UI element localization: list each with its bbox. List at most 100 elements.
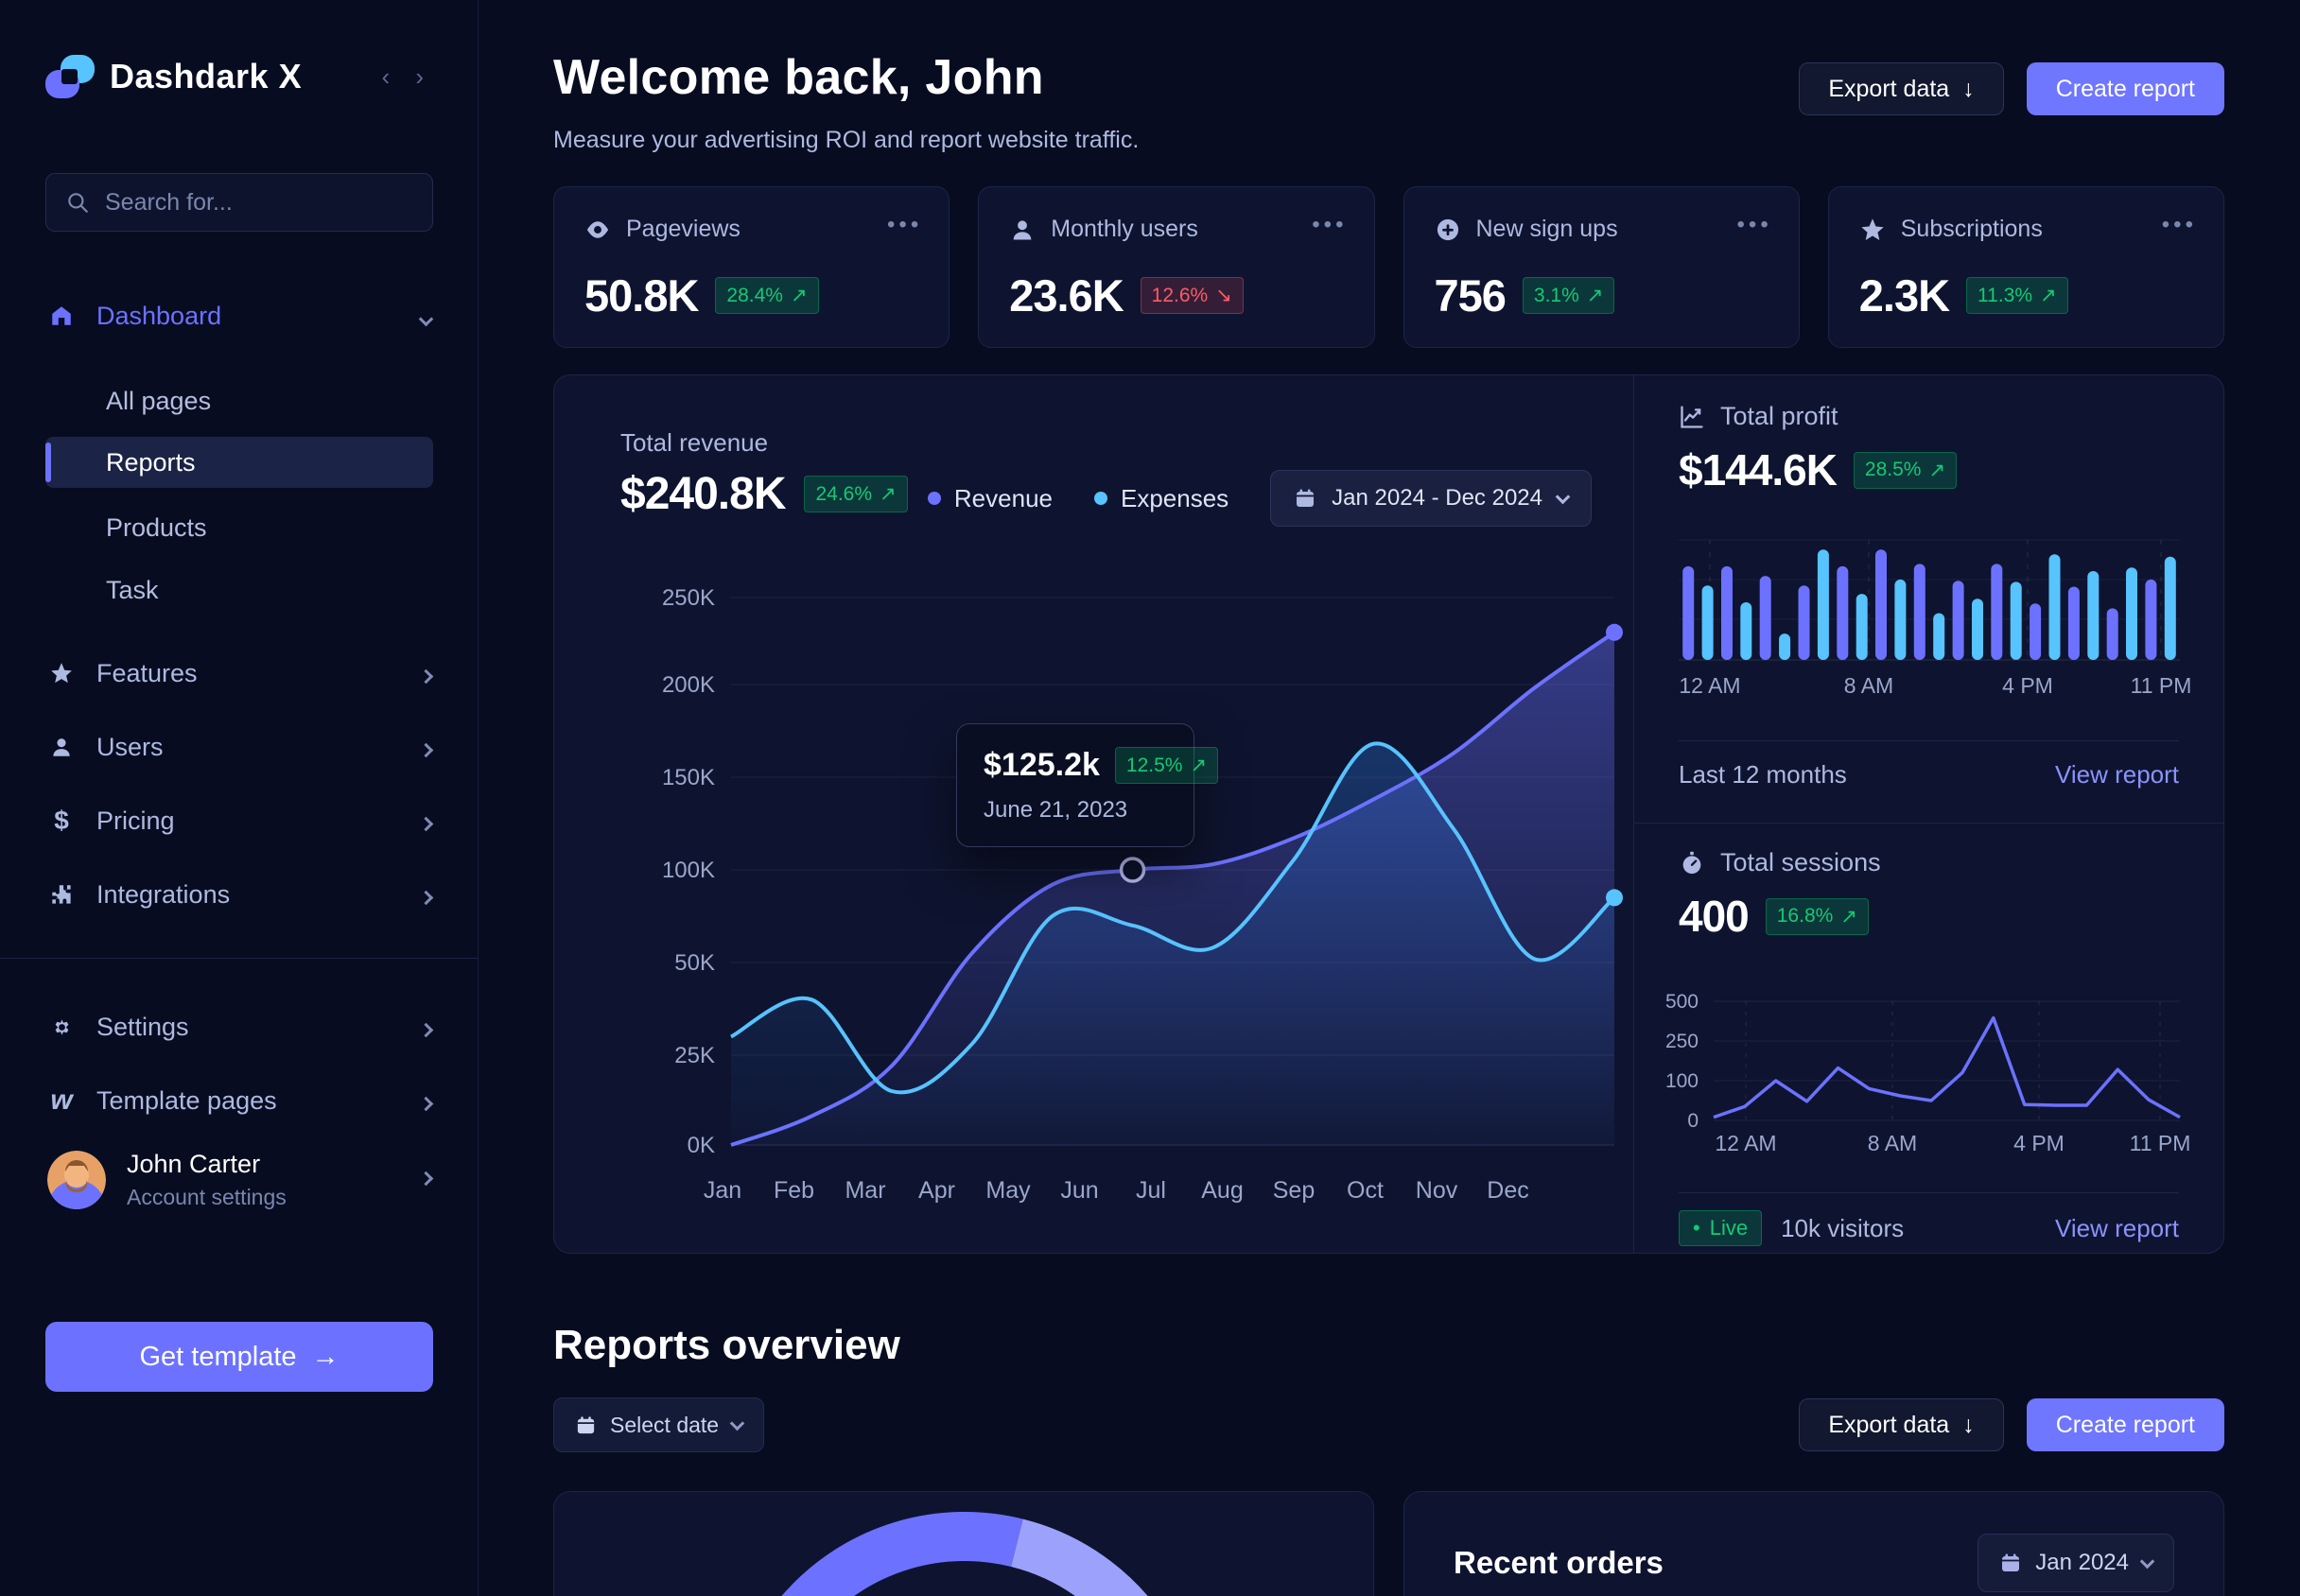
revenue-change-badge: 24.6% ↗ [804,476,908,512]
stat-cards: Pageviews ••• 50.8K 28.4% ↗ Monthly users… [553,186,2224,348]
sidebar-item-pricing[interactable]: $ Pricing [30,796,448,845]
trend-up-icon: ↗ [1586,285,1604,306]
svg-text:200K: 200K [662,672,715,698]
recent-orders-card: Recent orders Jan 2024 [1403,1491,2224,1596]
account-settings[interactable]: John Carter Account settings [30,1150,448,1210]
svg-text:4 PM: 4 PM [2002,673,2053,698]
arrow-right-icon: → [311,1341,340,1372]
sessions-view-report-link[interactable]: View report [2054,1213,2179,1242]
stat-label: Monthly users [1051,216,1198,242]
sidebar-item-label: Integrations [96,879,231,909]
donut-chart [781,1512,1148,1596]
sidebar-item-template-pages[interactable]: w Template pages [30,1076,448,1125]
sidebar-item-label: Pricing [96,806,175,835]
svg-text:Jan: Jan [704,1177,741,1204]
svg-text:Apr: Apr [918,1177,955,1204]
svg-text:Feb: Feb [774,1177,814,1204]
svg-text:150K: 150K [662,765,715,790]
svg-text:0: 0 [1687,1110,1699,1132]
stat-value: 50.8K [584,270,699,321]
total-profit-section: Total profit $144.6K 28.5% ↗ [1679,402,1958,495]
select-date-label: Select date [610,1412,720,1437]
sub-item-label: All pages [106,386,212,415]
stat-label: Pageviews [626,216,741,242]
sidebar: Dashdark X ‹ › Dashboard All pages Repor… [0,0,479,1596]
sidebar-item-settings[interactable]: Settings [30,1002,448,1051]
reports-toolbar: Select date Export data ↓ Create report [553,1397,2224,1452]
svg-text:4 PM: 4 PM [2013,1131,2065,1155]
reports-donut-card [553,1491,1374,1596]
section-divider [1634,823,2223,824]
analytics-card: 250K 200K 150K 100K 50K 25K 0K Jan Feb Mar Apr May J… [553,374,2224,1254]
get-template-button[interactable]: Get template → [45,1322,433,1392]
recent-orders-title: Recent orders [1454,1545,1664,1580]
stat-value: 2.3K [1858,270,1950,321]
gear-icon [47,1015,76,1040]
calendar-icon [1297,489,1315,507]
more-options-icon[interactable]: ••• [1312,212,1348,237]
sidebar-item-task[interactable]: Task [45,564,433,616]
profit-period: Last 12 months [1679,760,1847,789]
svg-text:25K: 25K [674,1043,715,1068]
side-metrics: 12 AM 8 AM 4 PM 11 PM 500 250 100 0 12 AM 8 AM 4 P… [1633,375,2224,1254]
total-sessions-section: Total sessions 400 16.8% ↗ [1679,848,1881,942]
svg-text:100: 100 [1665,1070,1699,1092]
svg-text:Nov: Nov [1416,1177,1458,1204]
reports-export-data-button[interactable]: Export data ↓ [1799,1398,2004,1451]
more-options-icon[interactable]: ••• [887,212,923,237]
orders-date-select[interactable]: Jan 2024 [1978,1534,2174,1592]
svg-text:Mar: Mar [845,1177,885,1204]
more-options-icon[interactable]: ••• [1736,212,1772,237]
legend-revenue: Revenue [927,484,1053,513]
profit-and-sessions-charts[interactable]: 12 AM 8 AM 4 PM 11 PM 500 250 100 0 12 AM 8 AM 4 P… [1634,375,2224,1254]
profile-name: John Carter [127,1150,261,1178]
sidebar-item-users[interactable]: Users [30,722,448,772]
calendar-icon [2002,1553,2020,1571]
date-range-select[interactable]: Jan 2024 - Dec 2024 [1270,470,1592,527]
sidebar-item-label: Dashboard [96,301,222,330]
select-date-button[interactable]: Select date [553,1397,765,1452]
stat-change-badge: 11.3% ↗ [1966,277,2068,314]
sidebar-item-all-pages[interactable]: All pages [45,375,433,426]
profit-change-badge: 28.5% ↗ [1853,451,1958,489]
trend-up-icon: ↗ [790,285,808,306]
page-title: Welcome back, John [553,50,1044,105]
profit-view-report-link[interactable]: View report [2054,760,2179,789]
puzzle-icon [47,881,76,908]
search-input[interactable] [105,188,389,217]
star-icon [1861,217,1884,240]
stat-card-new-sign-ups: New sign ups ••• 756 3.1% ↗ [1403,186,1800,348]
export-data-button[interactable]: Export data ↓ [1799,62,2004,115]
revenue-chart[interactable]: 250K 200K 150K 100K 50K 25K 0K Jan Feb Mar Apr May J… [554,375,1633,1254]
stat-card-monthly-users: Monthly users ••• 23.6K 12.6% ↘ [978,186,1375,348]
stat-change-badge: 3.1% ↗ [1522,277,1615,314]
legend-dot-expenses [1093,492,1107,505]
reports-overview-heading: Reports overview [553,1322,900,1368]
sidebar-search[interactable] [45,173,433,232]
sidebar-item-dashboard[interactable]: Dashboard [30,291,448,340]
svg-text:12 AM: 12 AM [1715,1131,1776,1155]
sidebar-item-features[interactable]: Features [30,649,448,698]
chevron-down-icon [729,1415,745,1431]
sidebar-divider [0,958,479,959]
orders-date-label: Jan 2024 [2035,1550,2129,1575]
create-report-button[interactable]: Create report [2026,62,2224,115]
trend-down-icon: ↘ [1215,285,1232,306]
sidebar-item-label: Features [96,658,198,687]
svg-text:100K: 100K [662,858,715,883]
sidebar-item-integrations[interactable]: Integrations [30,870,448,919]
page-header: Welcome back, John Measure your advertis… [553,49,2224,154]
sidebar-item-reports[interactable]: Reports [45,437,433,488]
sidebar-collapse-icon[interactable]: ‹ › [381,61,433,91]
chevron-right-icon [418,1086,434,1116]
sidebar-item-label: Users [96,732,164,761]
more-options-icon[interactable]: ••• [2161,212,2197,237]
svg-text:0K: 0K [688,1133,715,1158]
sidebar-item-products[interactable]: Products [45,502,433,553]
stat-change-badge: 12.6% ↘ [1140,277,1244,314]
reports-create-report-button[interactable]: Create report [2026,1398,2224,1451]
tooltip-value: $125.2k [984,747,1100,783]
chevron-right-icon [418,733,434,762]
stat-value: 23.6K [1009,270,1124,321]
